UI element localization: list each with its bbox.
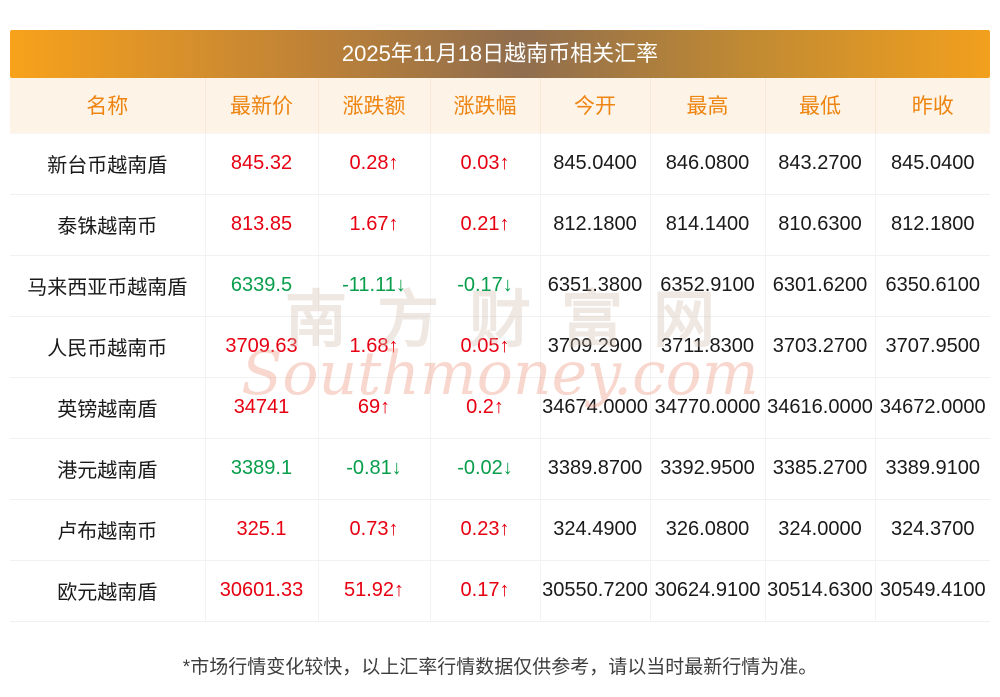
prev-cell: 324.3700 <box>875 499 990 561</box>
open-cell: 30550.7200 <box>540 560 651 622</box>
pct-cell: 0.05↑ <box>430 316 541 378</box>
table-row: 人民币越南币 3709.63 1.68↑ 0.05↑ 3709.2900 3711.830… <box>10 316 990 378</box>
name-cell: 马来西亚币越南盾 <box>10 255 206 317</box>
change-cell: 0.73↑ <box>318 499 431 561</box>
table-row: 港元越南盾 3389.1 -0.81↓ -0.02↓ 3389.8700 3392.950… <box>10 438 990 500</box>
latest-cell: 813.85 <box>205 194 319 256</box>
change-cell: 0.28↑ <box>318 132 431 195</box>
change-cell: 1.67↑ <box>318 194 431 256</box>
table-header-row: 名称 最新价 涨跌额 涨跌幅 今开 最高 最低 昨收 <box>10 78 990 133</box>
footer-note: *市场行情变化较快，以上汇率行情数据仅供参考，请以当时最新行情为准。 <box>182 656 818 678</box>
change-cell: 51.92↑ <box>318 560 431 622</box>
page-title: 2025年11月18日越南币相关汇率 <box>341 41 659 66</box>
open-cell: 3389.8700 <box>540 438 651 500</box>
open-cell: 6351.3800 <box>540 255 651 317</box>
prev-cell: 3707.9500 <box>875 316 990 378</box>
column-header-name: 名称 <box>10 78 206 133</box>
low-cell: 324.0000 <box>765 499 876 561</box>
table-row: 卢布越南币 325.1 0.73↑ 0.23↑ 324.4900 326.0800 324.… <box>10 499 990 561</box>
exchange-rate-table: 名称 最新价 涨跌额 涨跌幅 今开 最高 最低 昨收 新台币越南盾 845.32 0.28↑ 0.0… <box>10 78 990 622</box>
column-header-pct: 涨跌幅 <box>430 78 541 133</box>
prev-cell: 812.1800 <box>875 194 990 256</box>
prev-cell: 34672.0000 <box>875 377 990 439</box>
high-cell: 846.0800 <box>650 132 766 195</box>
latest-cell: 6339.5 <box>205 255 319 317</box>
name-cell: 泰铢越南币 <box>10 194 206 256</box>
prev-cell: 30549.4100 <box>875 560 990 622</box>
table-row: 马来西亚币越南盾 6339.5 -11.11↓ -0.17↓ 6351.3800 6352… <box>10 255 990 317</box>
latest-cell: 34741 <box>205 377 319 439</box>
pct-cell: 0.17↑ <box>430 560 541 622</box>
pct-cell: 0.03↑ <box>430 132 541 195</box>
table-row: 欧元越南盾 30601.33 51.92↑ 0.17↑ 30550.7200 30624.… <box>10 560 990 622</box>
name-cell: 英镑越南盾 <box>10 377 206 439</box>
high-cell: 326.0800 <box>650 499 766 561</box>
name-cell: 欧元越南盾 <box>10 560 206 622</box>
high-cell: 30624.9100 <box>650 560 766 622</box>
name-cell: 港元越南盾 <box>10 438 206 500</box>
pct-cell: 0.2↑ <box>430 377 541 439</box>
name-cell: 卢布越南币 <box>10 499 206 561</box>
latest-cell: 3709.63 <box>205 316 319 378</box>
table-row: 泰铢越南币 813.85 1.67↑ 0.21↑ 812.1800 814.1400 810… <box>10 194 990 256</box>
prev-cell: 6350.6100 <box>875 255 990 317</box>
open-cell: 3709.2900 <box>540 316 651 378</box>
open-cell: 845.0400 <box>540 132 651 195</box>
open-cell: 34674.0000 <box>540 377 651 439</box>
high-cell: 814.1400 <box>650 194 766 256</box>
column-header-latest: 最新价 <box>205 78 319 133</box>
name-cell: 新台币越南盾 <box>10 132 206 195</box>
low-cell: 3385.2700 <box>765 438 876 500</box>
latest-cell: 325.1 <box>205 499 319 561</box>
page-title-banner: 2025年11月18日越南币相关汇率 <box>10 30 990 78</box>
page: 2025年11月18日越南币相关汇率 南方财富网 Southmoney.com … <box>10 0 990 679</box>
low-cell: 30514.6300 <box>765 560 876 622</box>
table-row: 新台币越南盾 845.32 0.28↑ 0.03↑ 845.0400 846.0800 84… <box>10 132 990 195</box>
open-cell: 812.1800 <box>540 194 651 256</box>
low-cell: 843.2700 <box>765 132 876 195</box>
change-cell: -0.81↓ <box>318 438 431 500</box>
latest-cell: 3389.1 <box>205 438 319 500</box>
change-cell: -11.11↓ <box>318 255 431 317</box>
column-header-low: 最低 <box>765 78 876 133</box>
name-cell: 人民币越南币 <box>10 316 206 378</box>
table-row: 英镑越南盾 34741 69↑ 0.2↑ 34674.0000 34770.0000 346… <box>10 377 990 439</box>
column-header-high: 最高 <box>650 78 766 133</box>
latest-cell: 30601.33 <box>205 560 319 622</box>
high-cell: 3392.9500 <box>650 438 766 500</box>
prev-cell: 845.0400 <box>875 132 990 195</box>
latest-cell: 845.32 <box>205 132 319 195</box>
pct-cell: 0.23↑ <box>430 499 541 561</box>
high-cell: 6352.9100 <box>650 255 766 317</box>
pct-cell: -0.17↓ <box>430 255 541 317</box>
change-cell: 69↑ <box>318 377 431 439</box>
column-header-prev: 昨收 <box>875 78 990 133</box>
low-cell: 810.6300 <box>765 194 876 256</box>
low-cell: 6301.6200 <box>765 255 876 317</box>
column-header-change: 涨跌额 <box>318 78 431 133</box>
low-cell: 3703.2700 <box>765 316 876 378</box>
pct-cell: 0.21↑ <box>430 194 541 256</box>
high-cell: 3711.8300 <box>650 316 766 378</box>
change-cell: 1.68↑ <box>318 316 431 378</box>
high-cell: 34770.0000 <box>650 377 766 439</box>
open-cell: 324.4900 <box>540 499 651 561</box>
prev-cell: 3389.9100 <box>875 438 990 500</box>
low-cell: 34616.0000 <box>765 377 876 439</box>
pct-cell: -0.02↓ <box>430 438 541 500</box>
column-header-open: 今开 <box>540 78 651 133</box>
